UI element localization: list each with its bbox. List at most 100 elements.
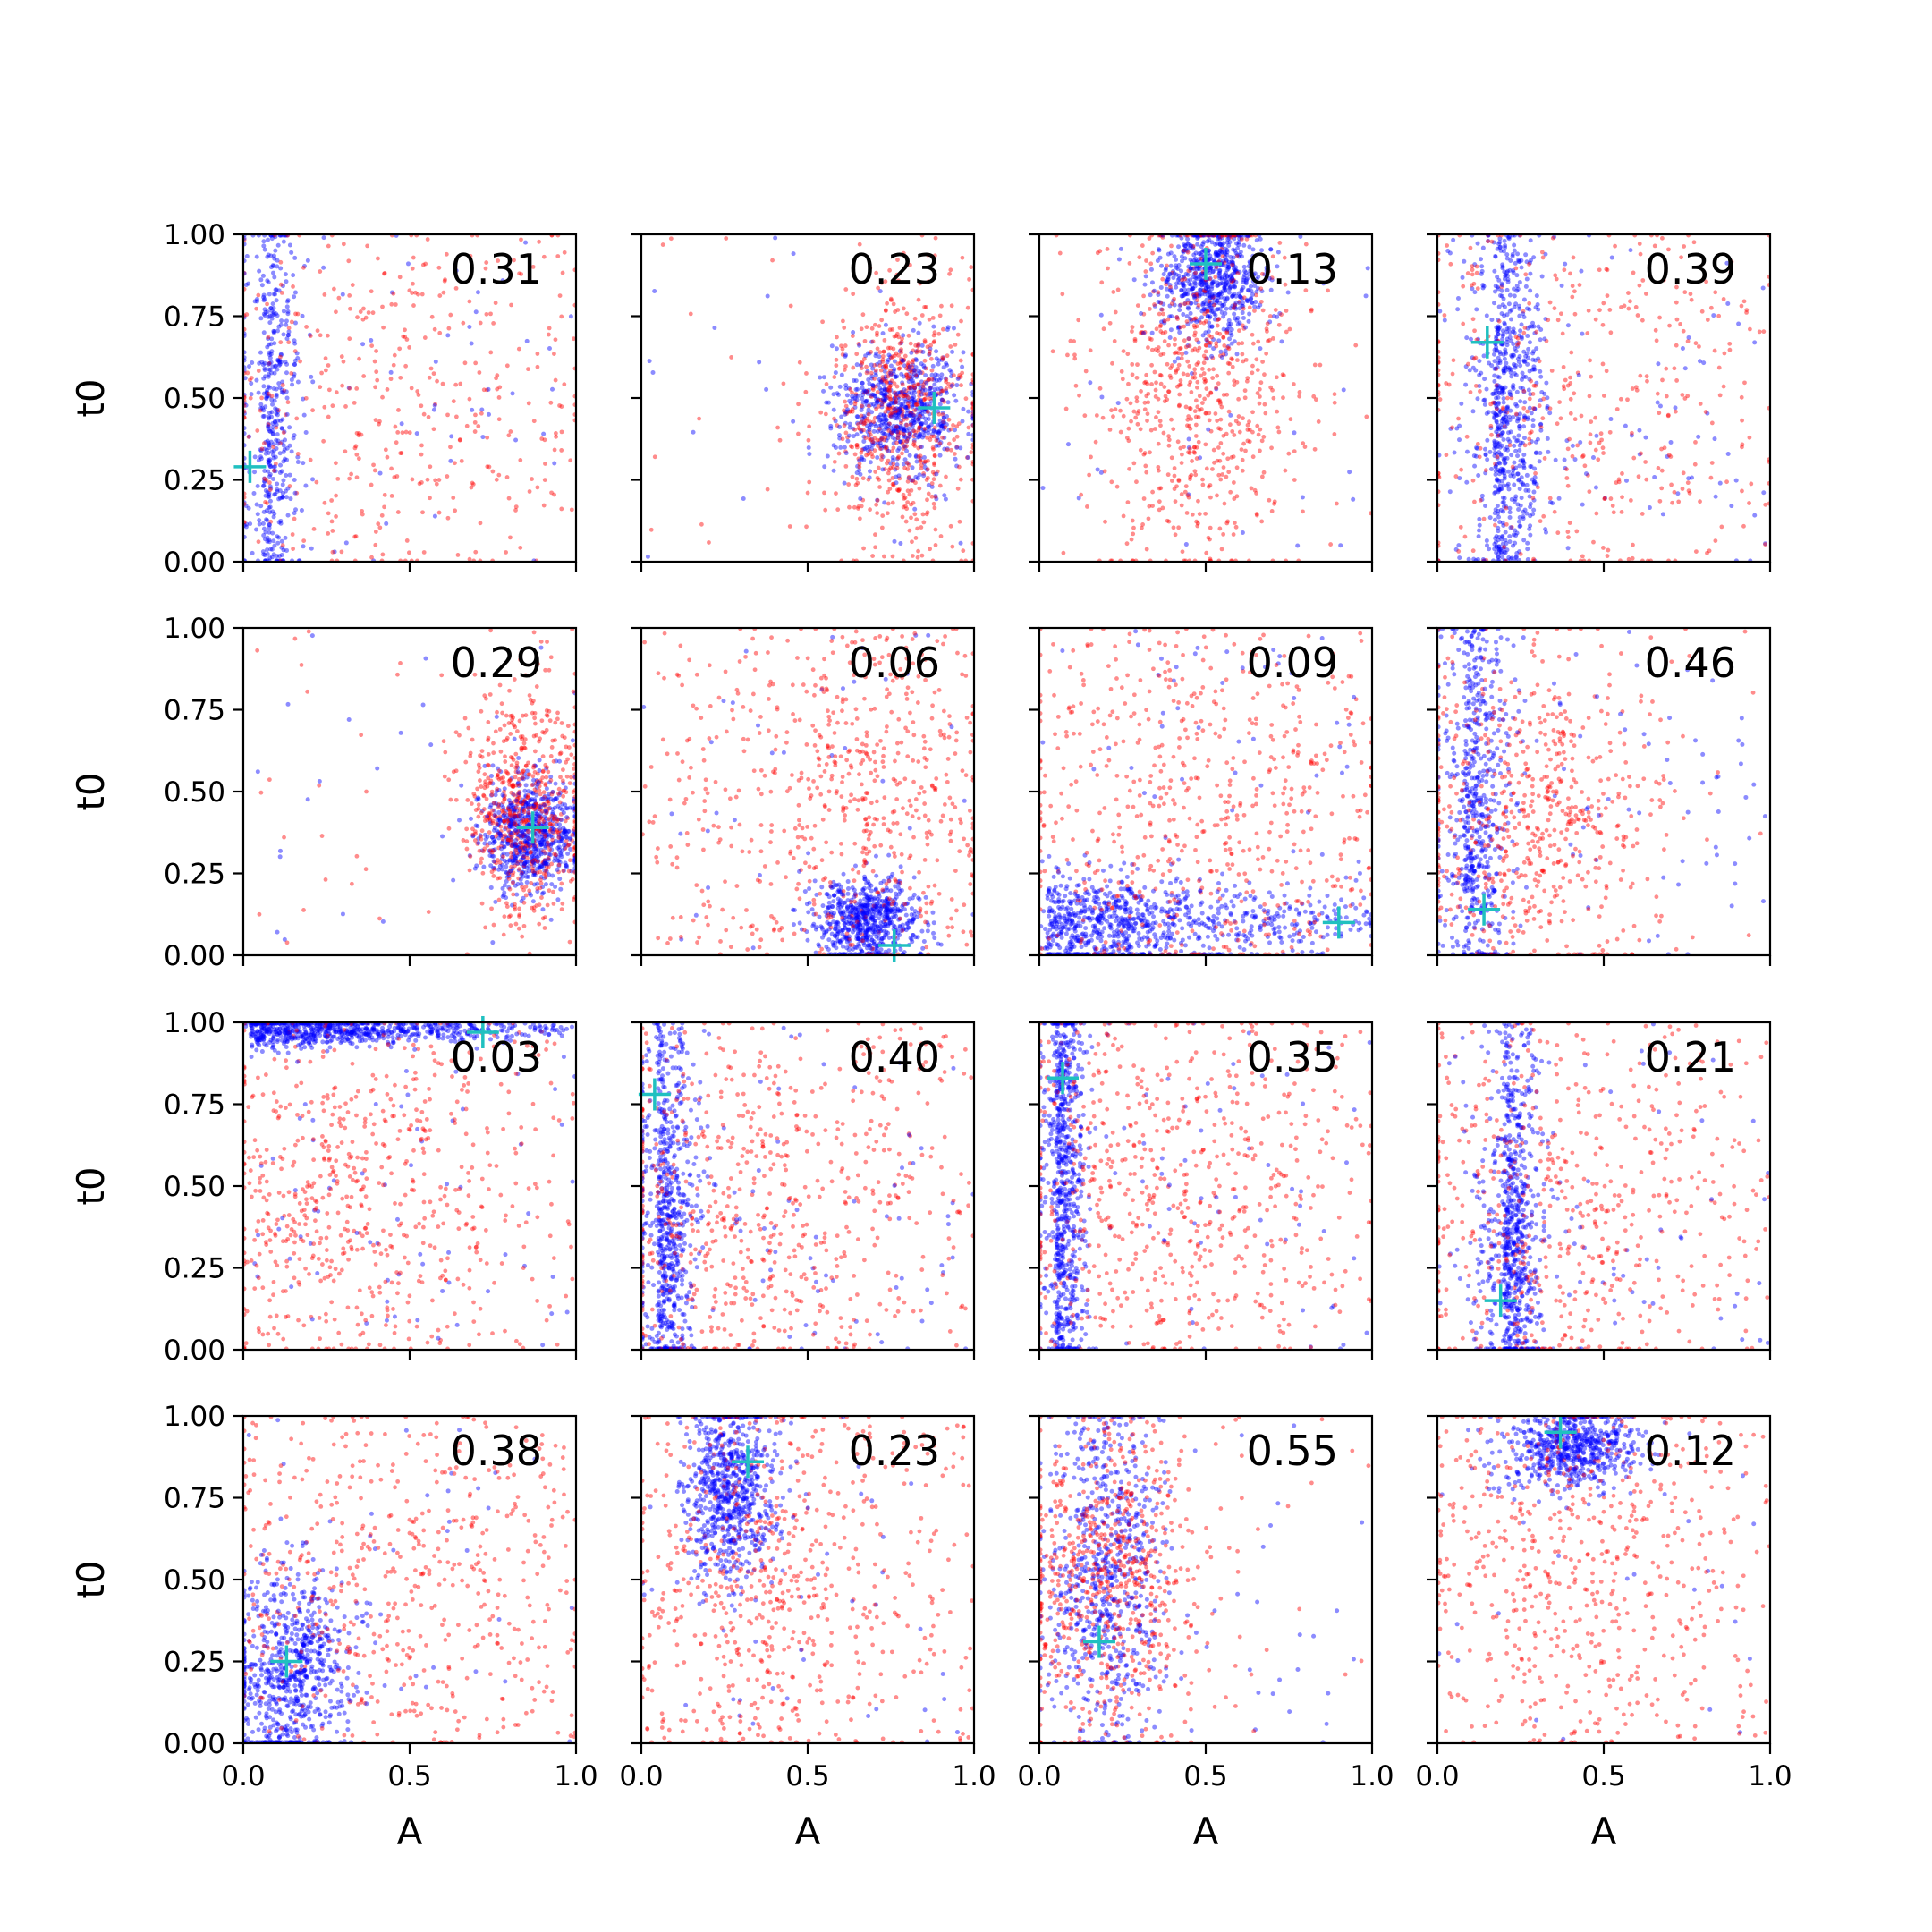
red-point (1208, 495, 1213, 500)
blue-point (285, 486, 291, 491)
blue-point (1193, 256, 1199, 261)
blue-point (846, 433, 852, 438)
red-point (436, 265, 442, 270)
blue-point (1235, 252, 1241, 258)
blue-point (261, 391, 267, 396)
blue-point (267, 360, 272, 366)
blue-point (1519, 496, 1524, 501)
blue-point (890, 411, 895, 416)
blue-point (256, 458, 261, 463)
red-point (518, 458, 523, 462)
red-point (1206, 393, 1211, 398)
blue-point (1206, 286, 1211, 292)
blue-point (1248, 284, 1253, 289)
blue-point (894, 392, 899, 397)
red-point (922, 340, 928, 344)
red-point (926, 279, 931, 284)
blue-point (1481, 398, 1487, 403)
blue-point (936, 443, 942, 448)
red-point (913, 480, 918, 486)
red-point (1153, 387, 1158, 393)
red-point (958, 374, 963, 379)
red-point (872, 322, 877, 327)
red-point (1281, 373, 1286, 378)
red-point (1191, 323, 1197, 328)
blue-point (289, 377, 294, 383)
red-point (425, 477, 430, 482)
blue-point (1231, 293, 1236, 299)
blue-point (1227, 286, 1233, 292)
red-point (1598, 431, 1604, 436)
red-point (922, 397, 927, 402)
blue-point (1099, 394, 1105, 400)
red-point (1693, 341, 1699, 346)
red-point (908, 410, 913, 415)
blue-point (894, 424, 900, 429)
blue-point (1517, 443, 1522, 448)
red-point (879, 435, 885, 440)
blue-point (1486, 238, 1491, 243)
blue-point (1268, 247, 1274, 252)
red-point (1124, 396, 1130, 402)
red-point (1162, 318, 1167, 324)
blue-point (1477, 372, 1482, 377)
blue-point (1241, 273, 1247, 278)
red-point (907, 492, 912, 497)
blue-point (1216, 292, 1221, 298)
red-point (1227, 422, 1233, 428)
blue-point (872, 394, 877, 399)
blue-point (1500, 262, 1505, 267)
blue-point (1508, 556, 1513, 562)
blue-point (818, 375, 823, 380)
red-point (875, 498, 880, 503)
red-point (1257, 386, 1262, 392)
red-point (1057, 250, 1063, 256)
red-point (840, 346, 845, 352)
red-point (882, 337, 887, 343)
blue-point (1216, 251, 1222, 257)
blue-point (290, 382, 295, 387)
blue-point (1497, 245, 1503, 250)
red-point (904, 461, 910, 465)
blue-point (880, 467, 886, 472)
red-point (1637, 242, 1642, 246)
red-point (440, 381, 445, 386)
blue-point (272, 419, 277, 424)
red-point (932, 425, 937, 430)
red-point (1130, 361, 1135, 367)
blue-point (1521, 349, 1527, 354)
red-point (912, 316, 918, 321)
red-point (889, 411, 894, 415)
blue-point (275, 432, 280, 437)
blue-point (953, 456, 958, 462)
red-point (1297, 394, 1302, 399)
red-point (1147, 236, 1152, 241)
red-point (1156, 464, 1161, 470)
blue-point (269, 370, 275, 376)
blue-point (271, 514, 276, 520)
red-point (1188, 477, 1192, 481)
red-point (874, 502, 879, 507)
blue-point (873, 373, 878, 378)
blue-point (1501, 386, 1506, 392)
blue-point (910, 378, 915, 384)
red-point (1145, 419, 1149, 423)
red-point (889, 298, 894, 302)
blue-point (280, 495, 285, 500)
blue-point (1233, 267, 1238, 273)
red-point (1158, 423, 1163, 428)
blue-point (271, 455, 276, 461)
red-point (559, 448, 564, 453)
blue-point (878, 436, 884, 442)
red-point (916, 445, 921, 451)
red-point (1221, 393, 1226, 397)
red-point (1335, 501, 1339, 506)
blue-point (1511, 326, 1516, 332)
red-point (845, 435, 850, 440)
blue-point (928, 346, 933, 352)
blue-point (1209, 324, 1215, 329)
red-point (886, 470, 891, 476)
blue-point (1494, 478, 1499, 483)
red-point (1097, 249, 1103, 254)
blue-point (895, 427, 901, 432)
